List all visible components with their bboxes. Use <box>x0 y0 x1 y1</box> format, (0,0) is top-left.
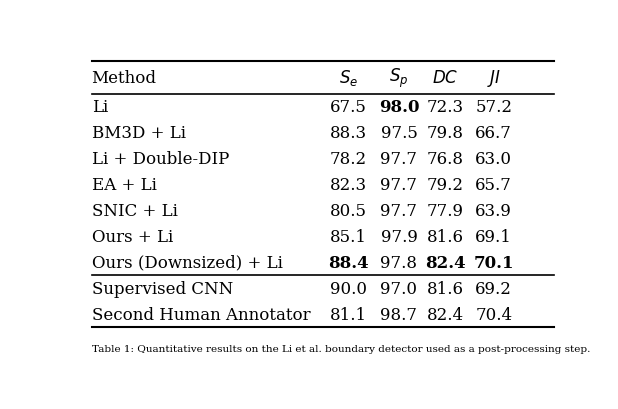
Text: 77.9: 77.9 <box>426 202 464 220</box>
Text: 97.7: 97.7 <box>381 151 418 168</box>
Text: 85.1: 85.1 <box>329 228 366 245</box>
Text: Ours + Li: Ours + Li <box>91 228 173 245</box>
Text: BM3D + Li: BM3D + Li <box>91 125 185 142</box>
Text: 97.7: 97.7 <box>381 177 418 193</box>
Text: 98.0: 98.0 <box>379 99 419 116</box>
Text: 67.5: 67.5 <box>329 99 366 116</box>
Text: 66.7: 66.7 <box>475 125 512 142</box>
Text: 81.6: 81.6 <box>426 228 464 245</box>
Text: 70.4: 70.4 <box>475 306 512 323</box>
Text: 63.9: 63.9 <box>475 202 512 220</box>
Text: 82.4: 82.4 <box>426 306 464 323</box>
Text: Table 1: Quantitative results on the Li et al. boundary detector used as a post-: Table 1: Quantitative results on the Li … <box>91 344 590 353</box>
Text: $S_p$: $S_p$ <box>389 67 408 90</box>
Text: Supervised CNN: Supervised CNN <box>91 280 233 297</box>
Text: 97.5: 97.5 <box>381 125 417 142</box>
Text: Li + Double-DIP: Li + Double-DIP <box>91 151 229 168</box>
Text: 78.2: 78.2 <box>329 151 366 168</box>
Text: 97.0: 97.0 <box>381 280 418 297</box>
Text: 98.7: 98.7 <box>381 306 418 323</box>
Text: Method: Method <box>91 70 156 87</box>
Text: 70.1: 70.1 <box>473 254 514 271</box>
Text: 97.8: 97.8 <box>381 254 418 271</box>
Text: 81.6: 81.6 <box>426 280 464 297</box>
Text: 90.0: 90.0 <box>329 280 366 297</box>
Text: 72.3: 72.3 <box>426 99 464 116</box>
Text: $DC$: $DC$ <box>432 70 459 87</box>
Text: 88.3: 88.3 <box>329 125 366 142</box>
Text: $JI$: $JI$ <box>487 68 501 89</box>
Text: $S_e$: $S_e$ <box>339 68 358 88</box>
Text: 88.4: 88.4 <box>328 254 368 271</box>
Text: 69.2: 69.2 <box>475 280 512 297</box>
Text: 65.7: 65.7 <box>475 177 512 193</box>
Text: 82.3: 82.3 <box>329 177 366 193</box>
Text: 79.8: 79.8 <box>426 125 464 142</box>
Text: Second Human Annotator: Second Human Annotator <box>91 306 310 323</box>
Text: 79.2: 79.2 <box>426 177 464 193</box>
Text: Ours (Downsized) + Li: Ours (Downsized) + Li <box>91 254 282 271</box>
Text: 97.9: 97.9 <box>381 228 417 245</box>
Text: 57.2: 57.2 <box>475 99 512 116</box>
Text: 76.8: 76.8 <box>426 151 464 168</box>
Text: 63.0: 63.0 <box>475 151 512 168</box>
Text: 80.5: 80.5 <box>329 202 366 220</box>
Text: 97.7: 97.7 <box>381 202 418 220</box>
Text: EA + Li: EA + Li <box>91 177 156 193</box>
Text: 82.4: 82.4 <box>425 254 465 271</box>
Text: 69.1: 69.1 <box>475 228 512 245</box>
Text: Li: Li <box>91 99 108 116</box>
Text: 81.1: 81.1 <box>329 306 366 323</box>
Text: SNIC + Li: SNIC + Li <box>91 202 177 220</box>
